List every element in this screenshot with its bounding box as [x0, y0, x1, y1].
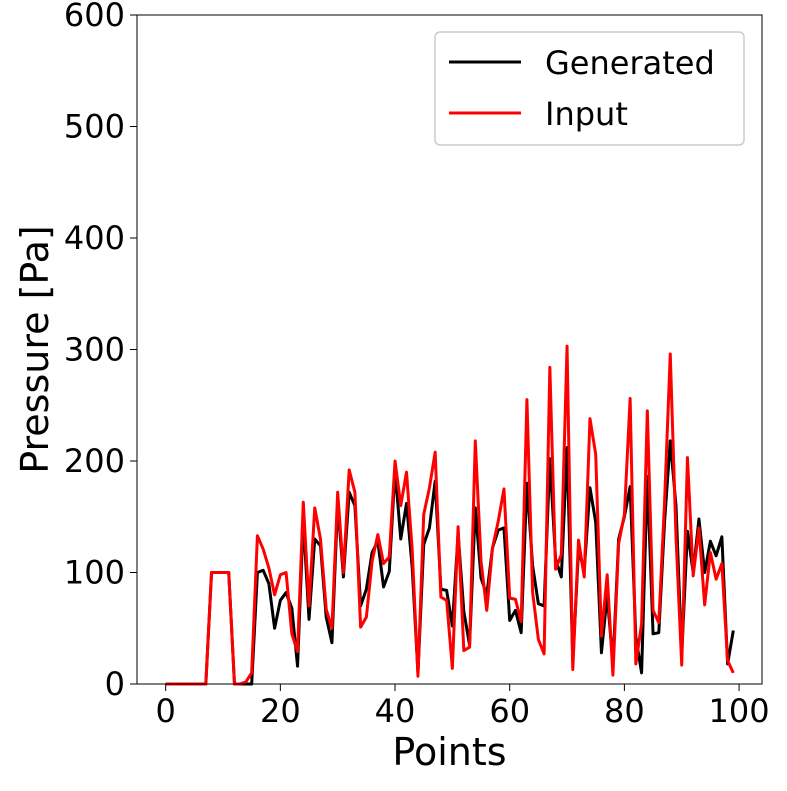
y-axis: 0 100 200 300 400 500 600: [64, 0, 137, 703]
y-tick-label: 400: [64, 219, 125, 257]
y-tick-label: 100: [64, 554, 125, 592]
x-tick-label: 60: [489, 692, 530, 730]
legend-label-generated: Generated: [545, 44, 715, 82]
legend: Generated Input: [434, 31, 745, 146]
y-tick-label: 200: [64, 442, 125, 480]
y-tick-label: 300: [64, 331, 125, 369]
series-line-input: [165, 344, 735, 686]
legend-box: [434, 31, 745, 146]
x-tick-label: 0: [155, 692, 175, 730]
x-tick-label: 80: [604, 692, 645, 730]
y-tick-label: 500: [64, 108, 125, 146]
legend-label-input: Input: [545, 95, 628, 133]
series-line-generated: [165, 439, 735, 686]
x-tick-label: 20: [260, 692, 301, 730]
plot-area: [165, 344, 735, 686]
y-axis-title: Pressure [Pa]: [13, 225, 57, 473]
x-tick-label: 40: [375, 692, 416, 730]
x-tick-label: 100: [709, 692, 770, 730]
x-axis-title: Points: [392, 730, 506, 774]
y-tick-label: 0: [105, 665, 125, 703]
x-axis: 0 20 40 60 80 100: [155, 684, 770, 730]
y-tick-label: 600: [64, 0, 125, 34]
